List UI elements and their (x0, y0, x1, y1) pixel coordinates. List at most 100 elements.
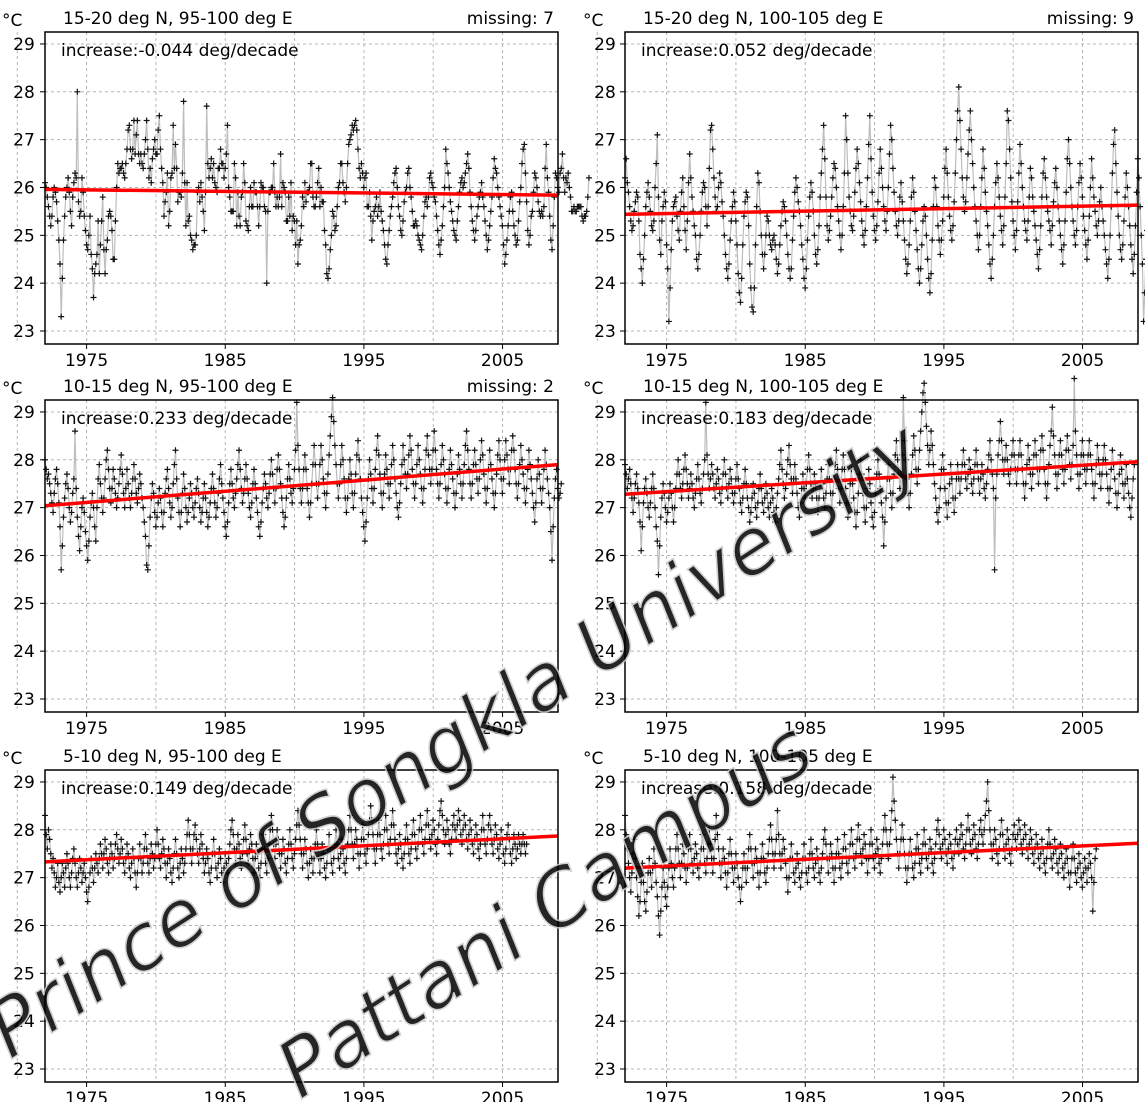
data-point (862, 518, 869, 525)
data-point (1085, 237, 1092, 244)
data-point (448, 461, 455, 468)
data-point (958, 146, 965, 153)
data-point (822, 194, 829, 201)
data-point (480, 826, 487, 833)
x-tick-label: 1985 (784, 719, 827, 739)
data-point (497, 841, 504, 848)
data-point (1048, 428, 1055, 435)
data-point (394, 504, 401, 511)
data-point (623, 471, 630, 478)
data-point (646, 194, 653, 201)
data-point (405, 452, 412, 459)
data-point (817, 879, 824, 886)
y-tick-label: 23 (13, 1060, 35, 1080)
data-point (968, 480, 975, 487)
data-point (542, 447, 549, 454)
data-point (522, 850, 529, 857)
data-point (260, 831, 267, 838)
data-point (855, 822, 862, 829)
data-point (502, 845, 509, 852)
data-point (710, 174, 717, 181)
data-point (821, 826, 828, 833)
data-point (694, 265, 701, 272)
data-point (909, 865, 916, 872)
data-point (322, 504, 329, 511)
data-point (727, 836, 734, 843)
data-point (68, 869, 75, 876)
data-point (390, 822, 397, 829)
data-point (129, 146, 136, 153)
data-point (427, 845, 434, 852)
data-point (57, 523, 64, 530)
data-point (749, 495, 756, 502)
data-point (960, 447, 967, 454)
data-point (144, 146, 151, 153)
data-point (115, 480, 122, 487)
data-point (510, 222, 517, 229)
data-point (1022, 831, 1029, 838)
data-point (673, 831, 680, 838)
data-point (283, 495, 290, 502)
data-point (331, 227, 338, 234)
data-point (848, 826, 855, 833)
data-point (282, 514, 289, 521)
data-point (813, 261, 820, 268)
data-point (544, 174, 551, 181)
data-point (513, 241, 520, 248)
data-point (84, 246, 91, 253)
data-point (471, 447, 478, 454)
data-point (376, 831, 383, 838)
data-point (299, 194, 306, 201)
data-point (947, 461, 954, 468)
data-point (697, 232, 704, 239)
data-point (117, 466, 124, 473)
data-point (337, 850, 344, 857)
data-point (747, 509, 754, 516)
y-tick-label: 28 (594, 821, 616, 841)
data-point (932, 841, 939, 848)
data-point (1008, 198, 1015, 205)
data-point (282, 860, 289, 867)
data-point (1035, 855, 1042, 862)
data-point (693, 256, 700, 263)
data-point (1097, 485, 1104, 492)
x-tick-label: 2005 (481, 351, 524, 371)
data-point (174, 198, 181, 205)
data-point (555, 495, 562, 502)
data-point (833, 184, 840, 191)
data-point (185, 509, 192, 516)
data-point (515, 480, 522, 487)
data-point (647, 499, 654, 506)
data-point (907, 836, 914, 843)
data-point (976, 232, 983, 239)
data-point (383, 826, 390, 833)
data-point (291, 850, 298, 857)
data-point (527, 232, 534, 239)
data-point (508, 860, 515, 867)
data-point (396, 831, 403, 838)
data-point (832, 165, 839, 172)
data-point (928, 270, 935, 277)
data-point (1089, 174, 1096, 181)
data-point (799, 471, 806, 478)
data-point (824, 222, 831, 229)
data-point (931, 480, 938, 487)
data-point (455, 452, 462, 459)
data-point (669, 217, 676, 224)
data-point (375, 203, 382, 210)
data-point (1045, 217, 1052, 224)
data-point (796, 874, 803, 881)
data-point (663, 518, 670, 525)
data-point (694, 461, 701, 468)
data-point (217, 855, 224, 862)
data-point (780, 836, 787, 843)
data-point (947, 227, 954, 234)
data-point (715, 475, 722, 482)
data-point (531, 170, 538, 177)
plot-frame (624, 399, 1139, 713)
data-point (690, 869, 697, 876)
data-point (85, 232, 92, 239)
data-point (1027, 826, 1034, 833)
data-point (782, 485, 789, 492)
